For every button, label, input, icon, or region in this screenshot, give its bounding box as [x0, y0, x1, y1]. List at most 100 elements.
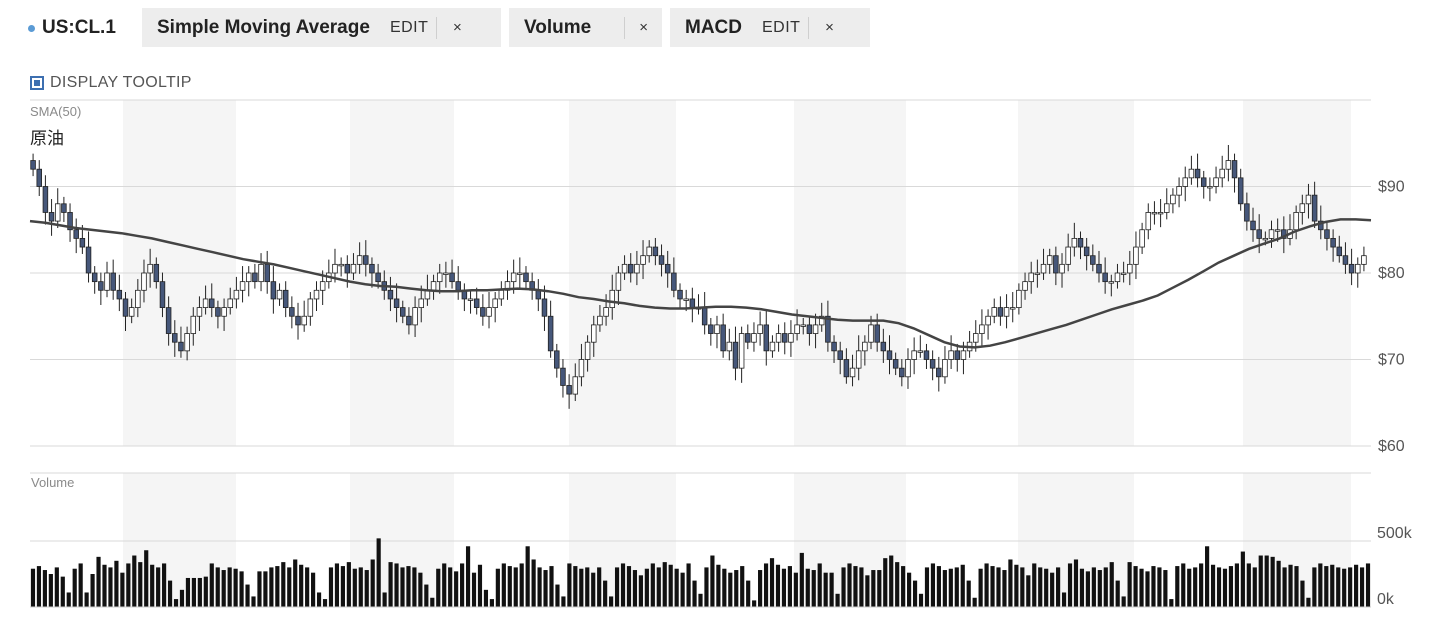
- indicator-name-macd[interactable]: MACD: [685, 16, 742, 38]
- volume-bar: [1342, 568, 1347, 607]
- candle-body: [985, 315, 991, 326]
- candle-body: [135, 289, 141, 308]
- candle-body: [862, 341, 868, 352]
- symbol-label[interactable]: US:CL.1: [28, 8, 116, 48]
- price-axis: $90 $80 $70 $60: [1378, 179, 1405, 456]
- candle-body: [880, 341, 887, 352]
- volume-bar: [984, 563, 989, 607]
- candle-body: [1324, 229, 1330, 239]
- indicator-name-volume[interactable]: Volume: [524, 16, 592, 38]
- volume-bar: [1002, 570, 1007, 607]
- volume-bars: [30, 538, 1371, 608]
- volume-bar: [1222, 568, 1228, 607]
- candle-body: [745, 333, 751, 343]
- display-tooltip-toggle[interactable]: DISPLAY TOOLTIP: [30, 72, 192, 94]
- candle-body: [843, 359, 850, 378]
- edit-macd-button[interactable]: EDIT: [762, 18, 801, 36]
- candle-body: [929, 359, 936, 369]
- candle-body: [646, 246, 652, 257]
- volume-bar: [340, 566, 345, 607]
- volume-bar: [1139, 568, 1144, 607]
- candle-body: [1342, 255, 1349, 265]
- candle-body: [868, 324, 874, 343]
- candle-body: [147, 263, 153, 274]
- volume-bar: [1365, 563, 1371, 607]
- remove-macd-button[interactable]: ×: [825, 19, 834, 36]
- volume-bar: [1115, 580, 1120, 607]
- volume-bar: [126, 563, 131, 607]
- candle-body: [61, 203, 67, 213]
- volume-bar: [930, 563, 936, 607]
- candle-body: [1305, 194, 1312, 205]
- candle-body: [122, 298, 129, 317]
- candle-body: [677, 289, 683, 300]
- indicator-name-sma[interactable]: Simple Moving Average: [157, 16, 370, 38]
- candle-body: [85, 246, 92, 274]
- volume-bar: [60, 576, 65, 607]
- volume-bar: [901, 566, 906, 607]
- price-grid: [30, 99, 1371, 542]
- candle-body: [892, 359, 899, 369]
- volume-bar: [519, 563, 524, 607]
- candle-body: [1114, 272, 1121, 283]
- candle-body: [455, 281, 461, 291]
- volume-bar: [167, 580, 173, 607]
- candle-body: [406, 315, 412, 326]
- volume-bar: [108, 567, 113, 607]
- candle-body: [886, 350, 893, 360]
- volume-bar: [203, 576, 208, 607]
- candle-body: [190, 315, 197, 334]
- candle-body: [486, 307, 492, 317]
- volume-bar: [1091, 567, 1096, 607]
- volume-bar: [305, 567, 310, 607]
- remove-volume-button[interactable]: ×: [639, 19, 649, 36]
- volume-bar: [1038, 567, 1043, 607]
- candle-body: [350, 263, 357, 274]
- candle-body: [1108, 281, 1115, 284]
- volume-bar: [358, 567, 363, 607]
- candle-body: [104, 272, 110, 291]
- candle-body: [418, 298, 424, 309]
- volume-bar: [1258, 555, 1263, 607]
- candle-body: [627, 263, 634, 274]
- volume-bar: [1300, 580, 1305, 607]
- volume-bar: [263, 571, 268, 607]
- volume-bar: [507, 566, 512, 607]
- edit-sma-button[interactable]: EDIT: [389, 18, 429, 36]
- volume-bar: [1050, 572, 1055, 607]
- volume-bar: [555, 584, 560, 607]
- volume-bar: [430, 597, 435, 607]
- volume-bar: [150, 564, 155, 607]
- volume-bar: [734, 570, 739, 607]
- candle-body: [1256, 229, 1262, 239]
- volume-bar: [859, 567, 864, 607]
- volume-bar: [465, 546, 471, 607]
- candle-body: [1053, 255, 1059, 274]
- candle-body: [769, 341, 776, 352]
- volume-bar: [424, 584, 429, 607]
- candle-body: [523, 272, 529, 283]
- volume-bar: [501, 563, 506, 607]
- volume-bar: [966, 580, 971, 607]
- tooltip-checkbox[interactable]: [30, 76, 44, 90]
- candle-body: [436, 272, 443, 283]
- candle-body: [301, 315, 307, 326]
- volume-bar: [1056, 567, 1061, 607]
- volume-bar: [1359, 567, 1365, 607]
- volume-bar: [895, 562, 900, 607]
- candle-body: [295, 315, 301, 326]
- volume-bar: [692, 580, 697, 607]
- volume-bar: [626, 566, 632, 607]
- remove-sma-button[interactable]: ×: [453, 19, 462, 36]
- candle-body: [954, 350, 961, 360]
- candle-body: [701, 307, 708, 326]
- candle-body: [597, 315, 603, 326]
- volume-bar: [835, 593, 840, 607]
- volume-bar: [924, 567, 930, 607]
- volume-tick-label: 0k: [1377, 591, 1395, 608]
- volume-bar: [251, 596, 256, 607]
- volume-bar: [710, 555, 715, 607]
- volume-bar: [942, 570, 947, 607]
- candle-body: [449, 272, 455, 283]
